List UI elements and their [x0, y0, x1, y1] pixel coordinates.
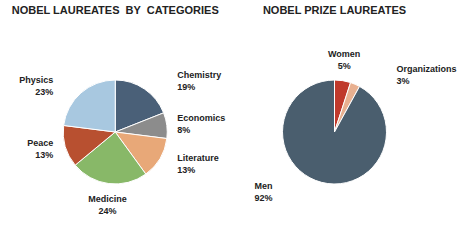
value-label: 5% [338, 61, 351, 71]
pie-panel: NOBEL LAUREATES BY CATEGORIES Chemistry 19… [12, 4, 226, 216]
category-label: Physics [19, 74, 53, 84]
category-label: Economics [177, 113, 225, 123]
chart-title: NOBEL LAUREATES BY CATEGORIES [12, 4, 219, 16]
value-label: 13% [35, 150, 53, 160]
data-label: Organizations 3% [397, 64, 457, 86]
pie: Women 5% Organizations 3% Men 92% [254, 49, 456, 203]
value-label: 3% [397, 76, 410, 86]
data-label: Literature 13% [177, 153, 219, 175]
category-label: Chemistry [177, 70, 221, 80]
category-label: Men [255, 181, 273, 191]
pie-panel: NOBEL PRIZE LAUREATES Women 5% Organization… [254, 4, 456, 203]
chart-title: NOBEL PRIZE LAUREATES [263, 4, 406, 16]
value-label: 23% [35, 86, 53, 96]
value-label: 24% [98, 206, 116, 216]
value-label: 8% [177, 125, 190, 135]
value-label: 19% [177, 82, 195, 92]
pie: Chemistry 19% Economics 8% Literature 13% Medi… [19, 70, 225, 216]
pie-slice [282, 80, 386, 184]
data-labels: Women 5% Organizations 3% Men 92% [254, 49, 456, 203]
value-label: 13% [177, 165, 195, 175]
data-label: Women 5% [328, 49, 360, 71]
data-label: Peace 13% [27, 138, 53, 160]
category-label: Women [328, 49, 360, 59]
category-label: Medicine [88, 194, 127, 204]
category-label: Literature [177, 153, 219, 163]
value-label: 92% [254, 193, 272, 203]
pie-slice [64, 80, 116, 132]
data-label: Medicine 24% [88, 194, 127, 216]
data-label: Men 92% [254, 181, 272, 203]
data-label: Physics 23% [19, 74, 53, 96]
category-label: Peace [27, 138, 53, 148]
chart-canvas: NOBEL LAUREATES BY CATEGORIES Chemistry 19… [0, 0, 474, 248]
data-labels: Chemistry 19% Economics 8% Literature 13% Medi… [19, 70, 225, 216]
category-label: Organizations [397, 64, 457, 74]
data-label: Economics 8% [177, 113, 225, 135]
data-label: Chemistry 19% [177, 70, 221, 92]
